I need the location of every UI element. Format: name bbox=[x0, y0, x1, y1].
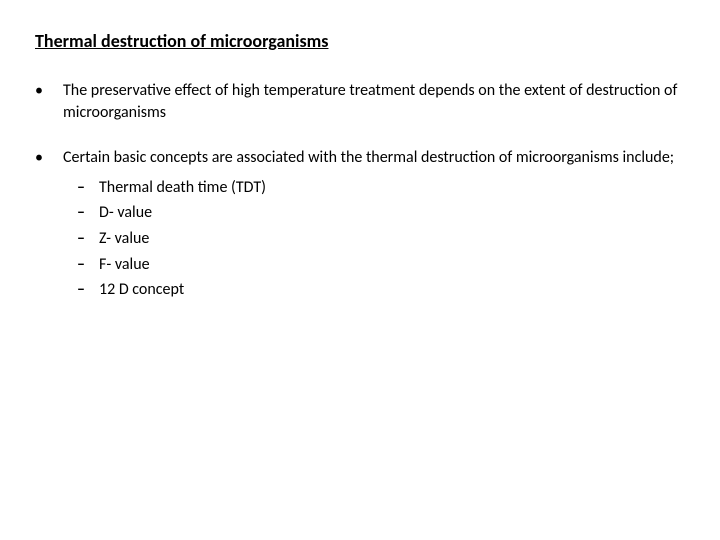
sub-bullet-text: D- value bbox=[99, 200, 685, 226]
bullet-text: The preservative effect of high temperat… bbox=[63, 80, 685, 123]
sub-bullet-item: – Z- value bbox=[63, 226, 685, 252]
sub-bullet-text: Z- value bbox=[99, 226, 685, 252]
sub-bullet-text: F- value bbox=[99, 252, 685, 278]
bullet-icon: • bbox=[35, 147, 63, 169]
slide: Thermal destruction of microorganisms • … bbox=[0, 0, 720, 540]
sub-bullet-item: – D- value bbox=[63, 200, 685, 226]
sub-bullet-text: 12 D concept bbox=[99, 277, 685, 303]
dash-icon: – bbox=[63, 252, 99, 278]
dash-icon: – bbox=[63, 200, 99, 226]
sub-bullet-item: – Thermal death time (TDT) bbox=[63, 175, 685, 201]
sub-bullet-item: – F- value bbox=[63, 252, 685, 278]
slide-title: Thermal destruction of microorganisms bbox=[35, 30, 685, 52]
sub-bullet-item: – 12 D concept bbox=[63, 277, 685, 303]
bullet-text-wrapper: Certain basic concepts are associated wi… bbox=[63, 147, 685, 303]
bullet-text: Certain basic concepts are associated wi… bbox=[63, 147, 685, 169]
sub-bullet-text: Thermal death time (TDT) bbox=[99, 175, 685, 201]
dash-icon: – bbox=[63, 277, 99, 303]
bullet-icon: • bbox=[35, 80, 63, 102]
sub-bullet-list: – Thermal death time (TDT) – D- value – … bbox=[63, 175, 685, 303]
dash-icon: – bbox=[63, 175, 99, 201]
bullet-item: • The preservative effect of high temper… bbox=[35, 80, 685, 123]
bullet-item: • Certain basic concepts are associated … bbox=[35, 147, 685, 303]
dash-icon: – bbox=[63, 226, 99, 252]
